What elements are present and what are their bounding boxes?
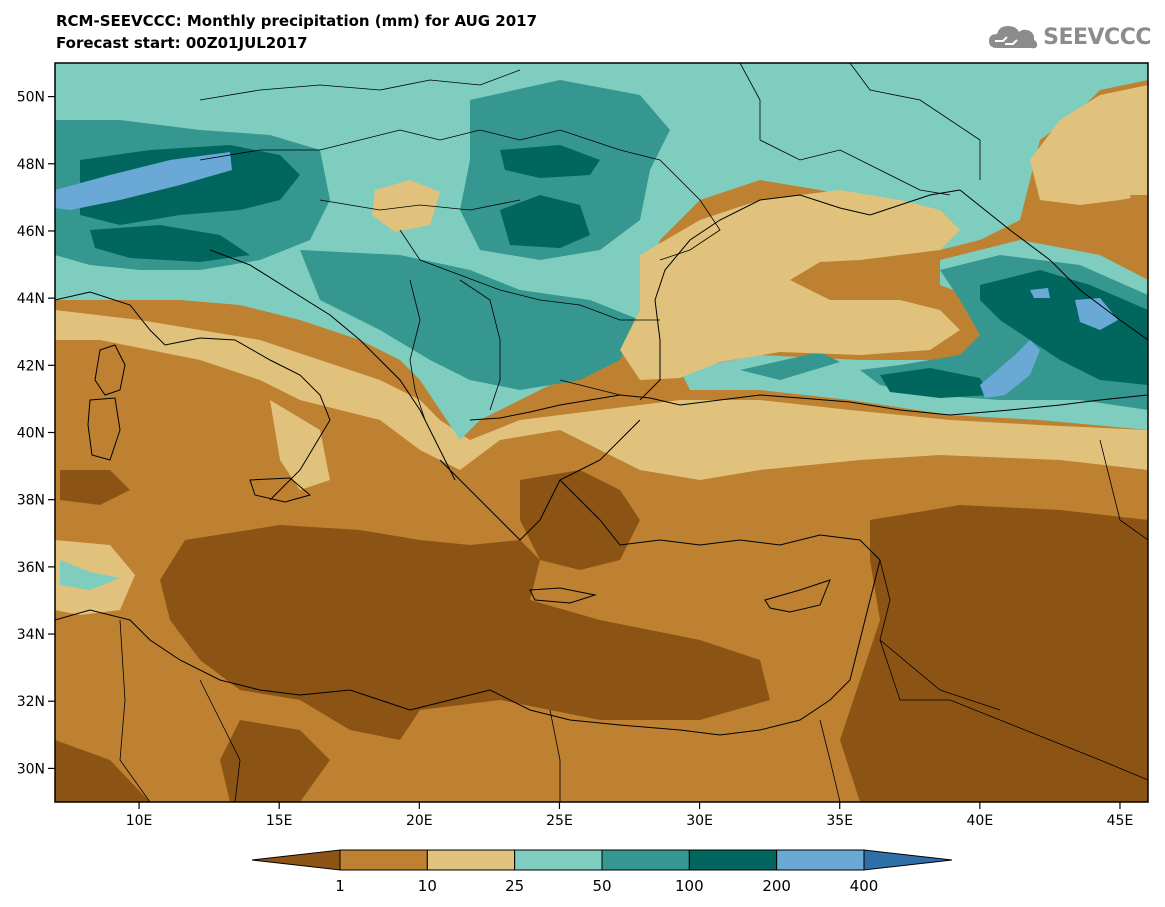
lon-tick-label: 35E: [826, 813, 853, 829]
colorbar-box: [776, 849, 865, 871]
map-title: RCM-SEEVCCC: Monthly precipitation (mm) …: [56, 12, 538, 30]
lon-tick-label: 25E: [546, 813, 573, 829]
lat-tick-label: 48N: [17, 157, 45, 173]
colorbar-box: [688, 849, 778, 871]
colorbar-under-triangle: [251, 849, 341, 871]
cloud-icon: [989, 26, 1038, 49]
lat-tick-label: 30N: [17, 761, 45, 777]
seevccc-logo: SEEVCCC: [987, 22, 1151, 52]
colorbar-label: 25: [505, 877, 524, 895]
country-borders: [119, 63, 1148, 802]
coastlines: [55, 189, 1148, 736]
colorbar-over-triangle: [863, 849, 953, 871]
colorbar-box: [426, 849, 516, 871]
colorbar: 1 10 25 50 100 200 400: [251, 849, 953, 895]
colorbar-label: 10: [418, 877, 437, 895]
logo-text: SEEVCCC: [1043, 24, 1151, 50]
lon-tick-label: 45E: [1107, 813, 1134, 829]
colorbar-label: 1: [335, 877, 345, 895]
lat-tick-label: 32N: [17, 694, 45, 710]
lon-tick-label: 15E: [266, 813, 293, 829]
lon-tick-label: 40E: [967, 813, 994, 829]
colorbar-label: 50: [592, 877, 611, 895]
lat-tick-label: 44N: [17, 291, 45, 307]
lat-tick-label: 50N: [17, 90, 45, 106]
longitude-axis: 10E 15E 20E 25E 30E 35E 40E 45E: [126, 802, 1134, 829]
forecast-start-subtitle: Forecast start: 00Z01JUL2017: [56, 34, 308, 52]
precipitation-field: [55, 63, 1148, 802]
lat-tick-label: 42N: [17, 358, 45, 374]
lon-tick-label: 20E: [406, 813, 433, 829]
lat-tick-label: 34N: [17, 627, 45, 643]
lat-tick-label: 46N: [17, 224, 45, 240]
lon-tick-label: 30E: [686, 813, 713, 829]
colorbar-box: [339, 849, 428, 871]
lat-tick-label: 40N: [17, 426, 45, 442]
colorbar-box: [514, 849, 603, 871]
colorbar-label: 100: [675, 877, 704, 895]
latitude-axis: 30N 32N 34N 36N 38N 40N 42N 44N 46N 48N 50N: [17, 90, 55, 777]
colorbar-label: 400: [850, 877, 879, 895]
colorbar-label: 200: [762, 877, 791, 895]
colorbar-box: [601, 849, 690, 871]
lat-tick-label: 38N: [17, 493, 45, 509]
lat-tick-label: 36N: [17, 560, 45, 576]
lon-tick-label: 10E: [126, 813, 153, 829]
